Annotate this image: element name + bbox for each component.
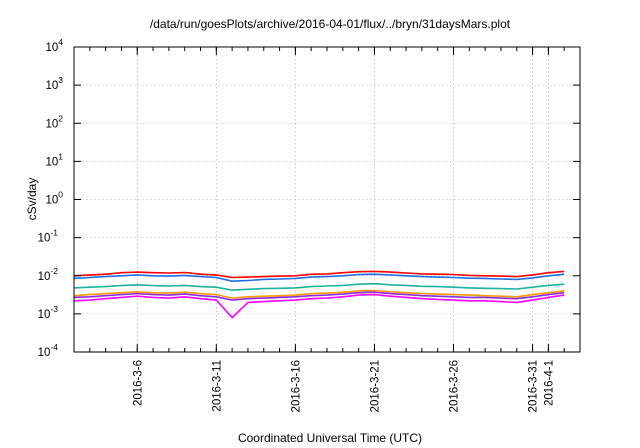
- series-line: [73, 282, 565, 291]
- y-tick-label: 10-2: [38, 266, 59, 283]
- x-axis-label: Coordinated Universal Time (UTC): [238, 431, 422, 445]
- y-tick-label: 10-4: [38, 342, 59, 359]
- plot-frame: [73, 46, 581, 353]
- y-tick-label: 100: [45, 190, 63, 207]
- y-axis-label: cSv/day: [25, 178, 39, 221]
- y-tick-label: 104: [45, 37, 63, 54]
- x-tick-label: 2016-3-31: [528, 360, 540, 412]
- chart-title: /data/run/goesPlots/archive/2016-04-01/f…: [150, 17, 511, 31]
- series-group: [73, 270, 565, 319]
- series-line: [73, 291, 565, 301]
- x-tick-label: 2016-3-21: [369, 360, 381, 412]
- series-line: [73, 293, 565, 319]
- series-line: [73, 289, 565, 299]
- y-tick-label: 101: [45, 151, 63, 168]
- series-line: [73, 270, 565, 279]
- x-tick-label: 2016-3-11: [211, 360, 223, 412]
- axes: 10-4 10-3 10-2 10-1 100 101 102 103 104 2016-3-6 2…: [38, 37, 581, 412]
- x-tick-label: 2016-3-26: [449, 360, 461, 412]
- x-tick-label: 2016-4-1: [543, 360, 555, 406]
- x-tick-label: 2016-3-16: [290, 360, 302, 412]
- grid: [74, 46, 580, 353]
- x-tick-label: 2016-3-6: [132, 360, 144, 406]
- y-tick-label: 10-3: [38, 304, 59, 321]
- y-tick-label: 103: [45, 75, 63, 92]
- series-line: [73, 273, 565, 283]
- y-tick-label: 102: [45, 113, 63, 130]
- y-tick-label: 10-1: [38, 228, 59, 245]
